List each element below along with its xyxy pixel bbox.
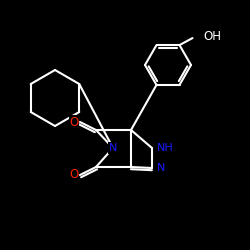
Text: OH: OH bbox=[204, 30, 222, 43]
Text: N: N bbox=[109, 143, 117, 153]
Text: NH: NH bbox=[157, 143, 174, 153]
Text: O: O bbox=[70, 116, 78, 128]
Text: N: N bbox=[157, 163, 166, 173]
Text: O: O bbox=[70, 168, 78, 181]
